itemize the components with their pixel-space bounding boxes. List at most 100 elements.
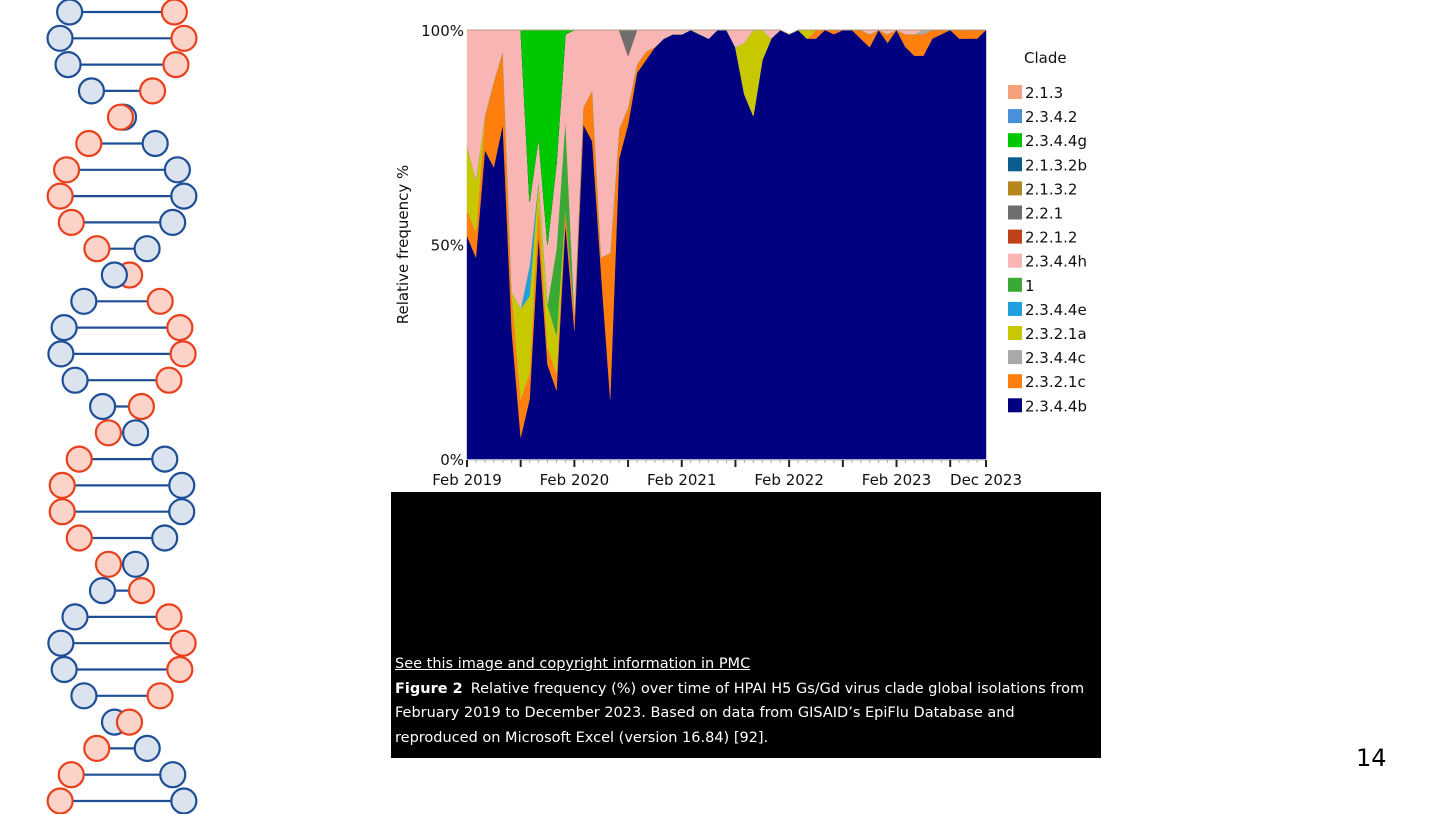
nucleotide-blue	[47, 340, 75, 368]
nucleotide-red	[48, 471, 76, 499]
legend-swatch	[1008, 157, 1022, 172]
figure-caption: See this image and copyright information…	[395, 652, 1095, 750]
nucleotide-red	[166, 314, 194, 342]
x-tick-label: Feb 2023	[862, 471, 932, 489]
nucleotide-red	[75, 129, 103, 158]
nucleotide-red	[83, 235, 111, 263]
base-pair	[48, 471, 196, 499]
nucleotide-red	[138, 77, 167, 105]
nucleotide-blue	[163, 156, 191, 184]
base-pair	[70, 287, 174, 315]
nucleotide-red	[127, 576, 156, 605]
base-pair	[61, 366, 183, 394]
base-pair	[88, 576, 156, 605]
nucleotide-red	[166, 655, 194, 684]
nucleotide-blue	[122, 419, 150, 447]
base-pair	[54, 50, 190, 79]
base-pair	[57, 208, 187, 236]
y-tick-label: 50%	[431, 237, 464, 255]
legend-item: 2.1.3	[1008, 84, 1063, 102]
base-pair	[88, 392, 156, 421]
legend-swatch	[1008, 181, 1022, 196]
nucleotide-blue	[100, 261, 128, 289]
legend-item: 2.3.4.4g	[1008, 132, 1087, 150]
base-pair	[57, 761, 187, 789]
nucleotide-blue	[54, 50, 82, 79]
nucleotide-blue	[88, 392, 117, 421]
legend-item: 2.3.4.4b	[1008, 397, 1087, 415]
nucleotide-blue	[88, 576, 117, 605]
base-pair	[100, 708, 144, 736]
legend-swatch	[1008, 374, 1022, 389]
nucleotide-blue	[133, 734, 161, 763]
nucleotide-red	[146, 682, 174, 710]
base-pair	[65, 524, 179, 552]
x-tick-label: Feb 2019	[432, 471, 502, 489]
nucleotide-red	[57, 761, 85, 789]
nucleotide-blue	[133, 235, 161, 263]
legend-item: 2.3.4.4c	[1008, 349, 1086, 367]
nucleotide-blue	[170, 787, 198, 814]
legend-swatch	[1008, 326, 1022, 340]
nucleotide-red	[162, 50, 190, 79]
legend-item: 2.2.1	[1008, 205, 1063, 223]
nucleotide-blue	[121, 550, 150, 578]
page-number: 14	[1356, 744, 1387, 772]
caption-text: Relative frequency (%) over time of HPAI…	[395, 680, 1085, 746]
nucleotide-red	[57, 208, 85, 236]
nucleotide-blue	[159, 761, 187, 789]
nucleotide-red	[106, 103, 135, 131]
legend-label: 2.1.3.2	[1025, 180, 1077, 198]
legend-item: 2.3.2.1c	[1008, 373, 1086, 391]
legend-swatch	[1008, 350, 1022, 365]
nucleotide-red	[170, 24, 198, 52]
x-tick-label: Feb 2021	[647, 471, 717, 489]
base-pair	[53, 156, 191, 184]
figure-label: Figure 2	[395, 680, 463, 697]
legend-item: 1	[1008, 277, 1035, 295]
legend-swatch	[1008, 229, 1022, 244]
nucleotide-blue	[151, 524, 179, 552]
base-pair	[106, 103, 138, 131]
pmc-copyright-link[interactable]: See this image and copyright information…	[395, 656, 751, 672]
legend-label: 2.3.4.2	[1025, 108, 1077, 126]
nucleotide-red	[155, 603, 183, 631]
base-pair	[48, 498, 196, 526]
legend-label: 2.3.2.1c	[1025, 373, 1086, 391]
legend-label: 2.3.2.1a	[1025, 325, 1087, 343]
legend-item: 2.3.4.4e	[1008, 301, 1087, 319]
legend-swatch	[1008, 109, 1022, 124]
legend-label: 2.2.1	[1025, 205, 1063, 223]
legend-label: 2.3.4.4g	[1025, 132, 1087, 150]
nucleotide-red	[155, 366, 183, 394]
nucleotide-blue	[70, 287, 98, 315]
nucleotide-red	[127, 392, 156, 421]
x-tick-label: Feb 2022	[754, 471, 824, 489]
nucleotide-red	[94, 550, 123, 578]
chart-panel: Feb 2019 Feb 2020 Feb 2021 Feb 2022 Feb 2023…	[391, 22, 1101, 492]
nucleotide-blue	[47, 629, 75, 657]
nucleotide-blue	[50, 314, 78, 342]
area-series-2.1.3	[467, 29, 986, 35]
legend-title: Clade	[1024, 49, 1067, 67]
y-axis-label: Relative frequency %	[394, 165, 412, 325]
nucleotide-red	[83, 734, 111, 763]
nucleotide-blue	[61, 366, 89, 394]
legend-swatch	[1008, 301, 1022, 316]
base-pair	[47, 629, 197, 657]
nucleotide-red	[146, 287, 174, 315]
legend-label: 2.3.4.4b	[1025, 397, 1087, 415]
figure: Feb 2019 Feb 2020 Feb 2021 Feb 2022 Feb 2023…	[391, 22, 1101, 758]
nucleotide-blue	[168, 471, 196, 499]
legend-label: 2.3.4.4h	[1025, 253, 1087, 271]
nucleotide-blue	[61, 603, 89, 631]
legend-swatch	[1008, 205, 1022, 220]
nucleotide-blue	[141, 129, 169, 158]
base-pair	[83, 235, 161, 263]
legend-swatch	[1008, 277, 1022, 292]
nucleotide-blue	[159, 208, 187, 236]
base-pair	[100, 261, 144, 289]
legend-item: 2.3.4.4h	[1008, 253, 1087, 271]
legend-label: 1	[1025, 277, 1035, 295]
base-pair	[83, 734, 161, 763]
